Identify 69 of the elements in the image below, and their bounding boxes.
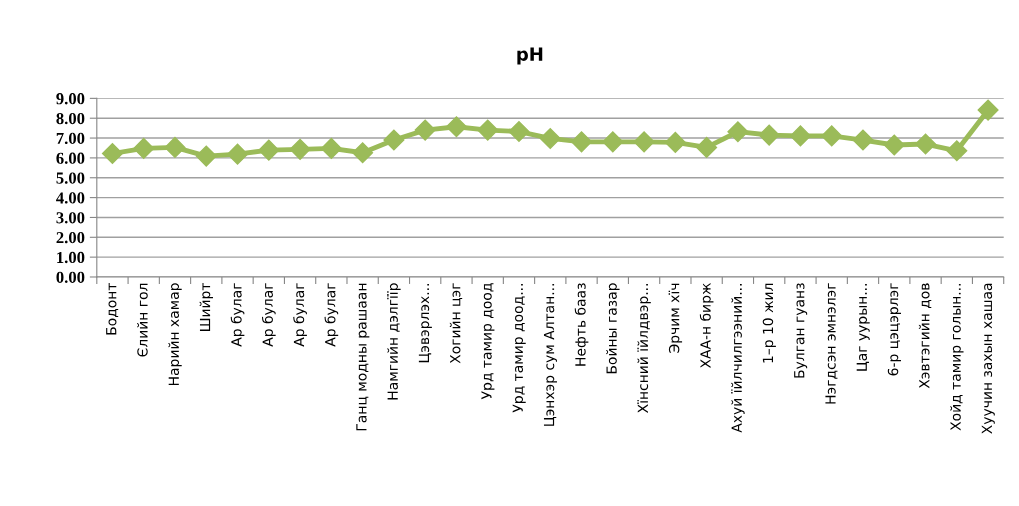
- point: [414, 119, 436, 141]
- point: [946, 140, 968, 162]
- point: [164, 136, 186, 158]
- point: [915, 133, 937, 155]
- x-tick-label: Ар булаг: [293, 283, 307, 347]
- point: [664, 131, 686, 153]
- x-tick-label: ХАА-н бирж: [699, 283, 714, 369]
- point: [633, 131, 655, 153]
- point: [289, 138, 311, 160]
- x-tick-label: Нэгдсэн эмнэлэг: [825, 283, 838, 404]
- point: [227, 143, 249, 165]
- x-tick-label: Цэвэрлэх...: [418, 284, 432, 363]
- point: [539, 127, 561, 149]
- point: [101, 143, 123, 165]
- point: [383, 129, 405, 151]
- point: [195, 145, 217, 167]
- y-tick-label: 4.00: [56, 192, 85, 204]
- x-tick-label: Намгийн дэлгїїр: [387, 283, 401, 400]
- x-tick-label: Нарийн хамар: [168, 283, 182, 386]
- x-tick-label: Цаг уурын...: [856, 284, 870, 371]
- x-tick-label: 1–р 10 жил: [762, 283, 776, 363]
- point: [508, 120, 530, 143]
- point: [977, 99, 999, 121]
- point: [727, 121, 749, 143]
- x-tick-label: Нефть бааз: [574, 283, 589, 366]
- point: [821, 125, 843, 147]
- point: [571, 131, 593, 153]
- y-tick-label: 0.00: [56, 271, 85, 283]
- x-tick-label: Булган гуанз: [794, 283, 808, 378]
- x-tick-label: Цэнхэр сум Алтан...: [543, 284, 557, 426]
- x-tick-label: Ганц модны рашаан: [356, 283, 370, 431]
- y-tick-label: 6.00: [56, 152, 85, 164]
- point: [758, 124, 780, 146]
- x-tick-label: 6-р цэцэрлэг: [887, 283, 901, 376]
- point: [133, 137, 155, 159]
- x-tick-label: Урд тамир доод: [481, 283, 495, 400]
- x-tick-label: Урд тамир доод...: [512, 284, 526, 413]
- y-tick-label: 9.00: [56, 93, 85, 105]
- x-tick-label: Шийрт: [199, 282, 213, 331]
- x-tick-label: Ар булаг: [230, 283, 245, 347]
- x-tick-label: Бодонт: [106, 282, 119, 335]
- x-tick-label: Ахуй їйлчилгээний...: [731, 284, 745, 433]
- point: [445, 116, 467, 138]
- y-tick-label: 8.00: [56, 112, 85, 125]
- point: [602, 131, 624, 153]
- y-tick-label: 3.00: [56, 212, 85, 224]
- point: [352, 142, 374, 164]
- y-tick-label: 2.00: [56, 231, 85, 244]
- x-tick-label: Хэвтэгийн дов: [918, 283, 932, 389]
- x-tick-label: Хогийн цэг: [449, 283, 463, 364]
- point: [696, 136, 718, 158]
- x-tick-label: Хїнсний їйлдвэр...: [637, 284, 651, 413]
- x-tick-label: Ар булаг: [261, 283, 276, 347]
- x-tick-label: Ар булаг: [324, 283, 339, 347]
- x-tick-label: Хойд тамир голын...: [950, 284, 964, 431]
- y-tick-label: 1.00: [57, 251, 85, 264]
- x-tick-label: Єлийн гол: [137, 283, 148, 357]
- x-tick-label: Бойны газар: [606, 283, 620, 374]
- x-tick-label: Эрчим хїч: [668, 283, 683, 353]
- point: [258, 139, 280, 161]
- point: [852, 129, 874, 151]
- point: [477, 119, 499, 141]
- x-tick-label: Хуучин захын хашаа: [981, 283, 995, 434]
- point: [883, 134, 905, 156]
- y-tick-label: 5.00: [56, 172, 85, 184]
- y-tick-label: 7.00: [56, 132, 85, 145]
- chart-title: pH: [517, 47, 543, 65]
- point: [320, 137, 342, 159]
- point: [789, 125, 811, 147]
